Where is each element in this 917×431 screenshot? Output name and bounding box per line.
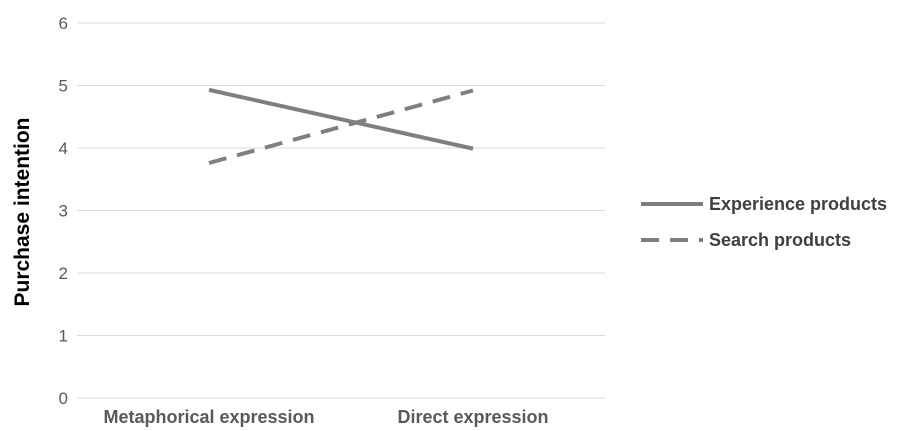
- y-axis-label: Purchase intention: [11, 117, 34, 306]
- y-tick-label: 6: [59, 14, 68, 33]
- y-tick-label: 3: [59, 202, 68, 221]
- y-tick-label: 1: [59, 327, 68, 346]
- y-tick-label: 0: [59, 389, 68, 408]
- legend-entry: Search products: [709, 230, 851, 250]
- x-category-label: Direct expression: [397, 407, 548, 427]
- legend-entry: Experience products: [709, 194, 887, 214]
- y-tick-label: 4: [59, 139, 68, 158]
- series-line-search-products: [208, 88, 474, 165]
- series-line-experience-products: [208, 87, 474, 151]
- gridlines: [77, 22, 605, 399]
- y-tick-label: 5: [59, 77, 68, 96]
- y-axis-ticks: 0 1 2 3 4 5 6: [59, 14, 68, 408]
- y-tick-label: 2: [59, 264, 68, 283]
- x-category-label: Metaphorical expression: [103, 407, 314, 427]
- x-axis-categories: Metaphorical expression Direct expression: [103, 407, 548, 427]
- series-lines: [208, 87, 474, 165]
- legend: Experience products Search products: [641, 194, 887, 250]
